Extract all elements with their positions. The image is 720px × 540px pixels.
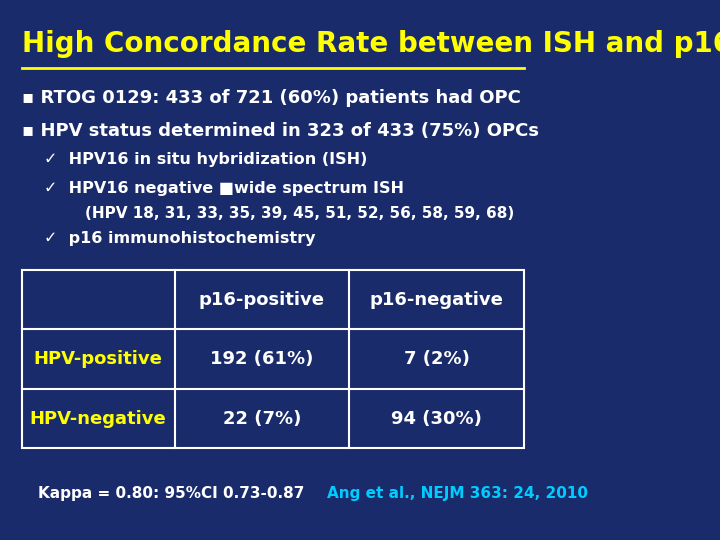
- Text: HPV-positive: HPV-positive: [34, 350, 163, 368]
- Text: ▪ HPV status determined in 323 of 433 (75%) OPCs: ▪ HPV status determined in 323 of 433 (7…: [22, 122, 539, 139]
- Text: 22 (7%): 22 (7%): [222, 409, 301, 428]
- Text: 192 (61%): 192 (61%): [210, 350, 313, 368]
- Text: p16-negative: p16-negative: [369, 291, 503, 309]
- Text: 7 (2%): 7 (2%): [403, 350, 469, 368]
- Text: ✓  HPV16 in situ hybridization (ISH): ✓ HPV16 in situ hybridization (ISH): [44, 152, 367, 167]
- Text: High Concordance Rate between ISH and p16: High Concordance Rate between ISH and p1…: [22, 30, 720, 58]
- Text: Kappa = 0.80: 95%CI 0.73-0.87: Kappa = 0.80: 95%CI 0.73-0.87: [38, 486, 305, 501]
- Text: ▪ RTOG 0129: 433 of 721 (60%) patients had OPC: ▪ RTOG 0129: 433 of 721 (60%) patients h…: [22, 89, 521, 107]
- Text: HPV-negative: HPV-negative: [30, 409, 166, 428]
- Text: p16-positive: p16-positive: [199, 291, 325, 309]
- Text: 94 (30%): 94 (30%): [391, 409, 482, 428]
- Text: ✓  p16 immunohistochemistry: ✓ p16 immunohistochemistry: [44, 231, 315, 246]
- Text: Ang et al., NEJM 363: 24, 2010: Ang et al., NEJM 363: 24, 2010: [328, 486, 588, 501]
- Text: ✓  HPV16 negative ■wide spectrum ISH: ✓ HPV16 negative ■wide spectrum ISH: [44, 181, 404, 196]
- Text: (HPV 18, 31, 33, 35, 39, 45, 51, 52, 56, 58, 59, 68): (HPV 18, 31, 33, 35, 39, 45, 51, 52, 56,…: [84, 206, 514, 221]
